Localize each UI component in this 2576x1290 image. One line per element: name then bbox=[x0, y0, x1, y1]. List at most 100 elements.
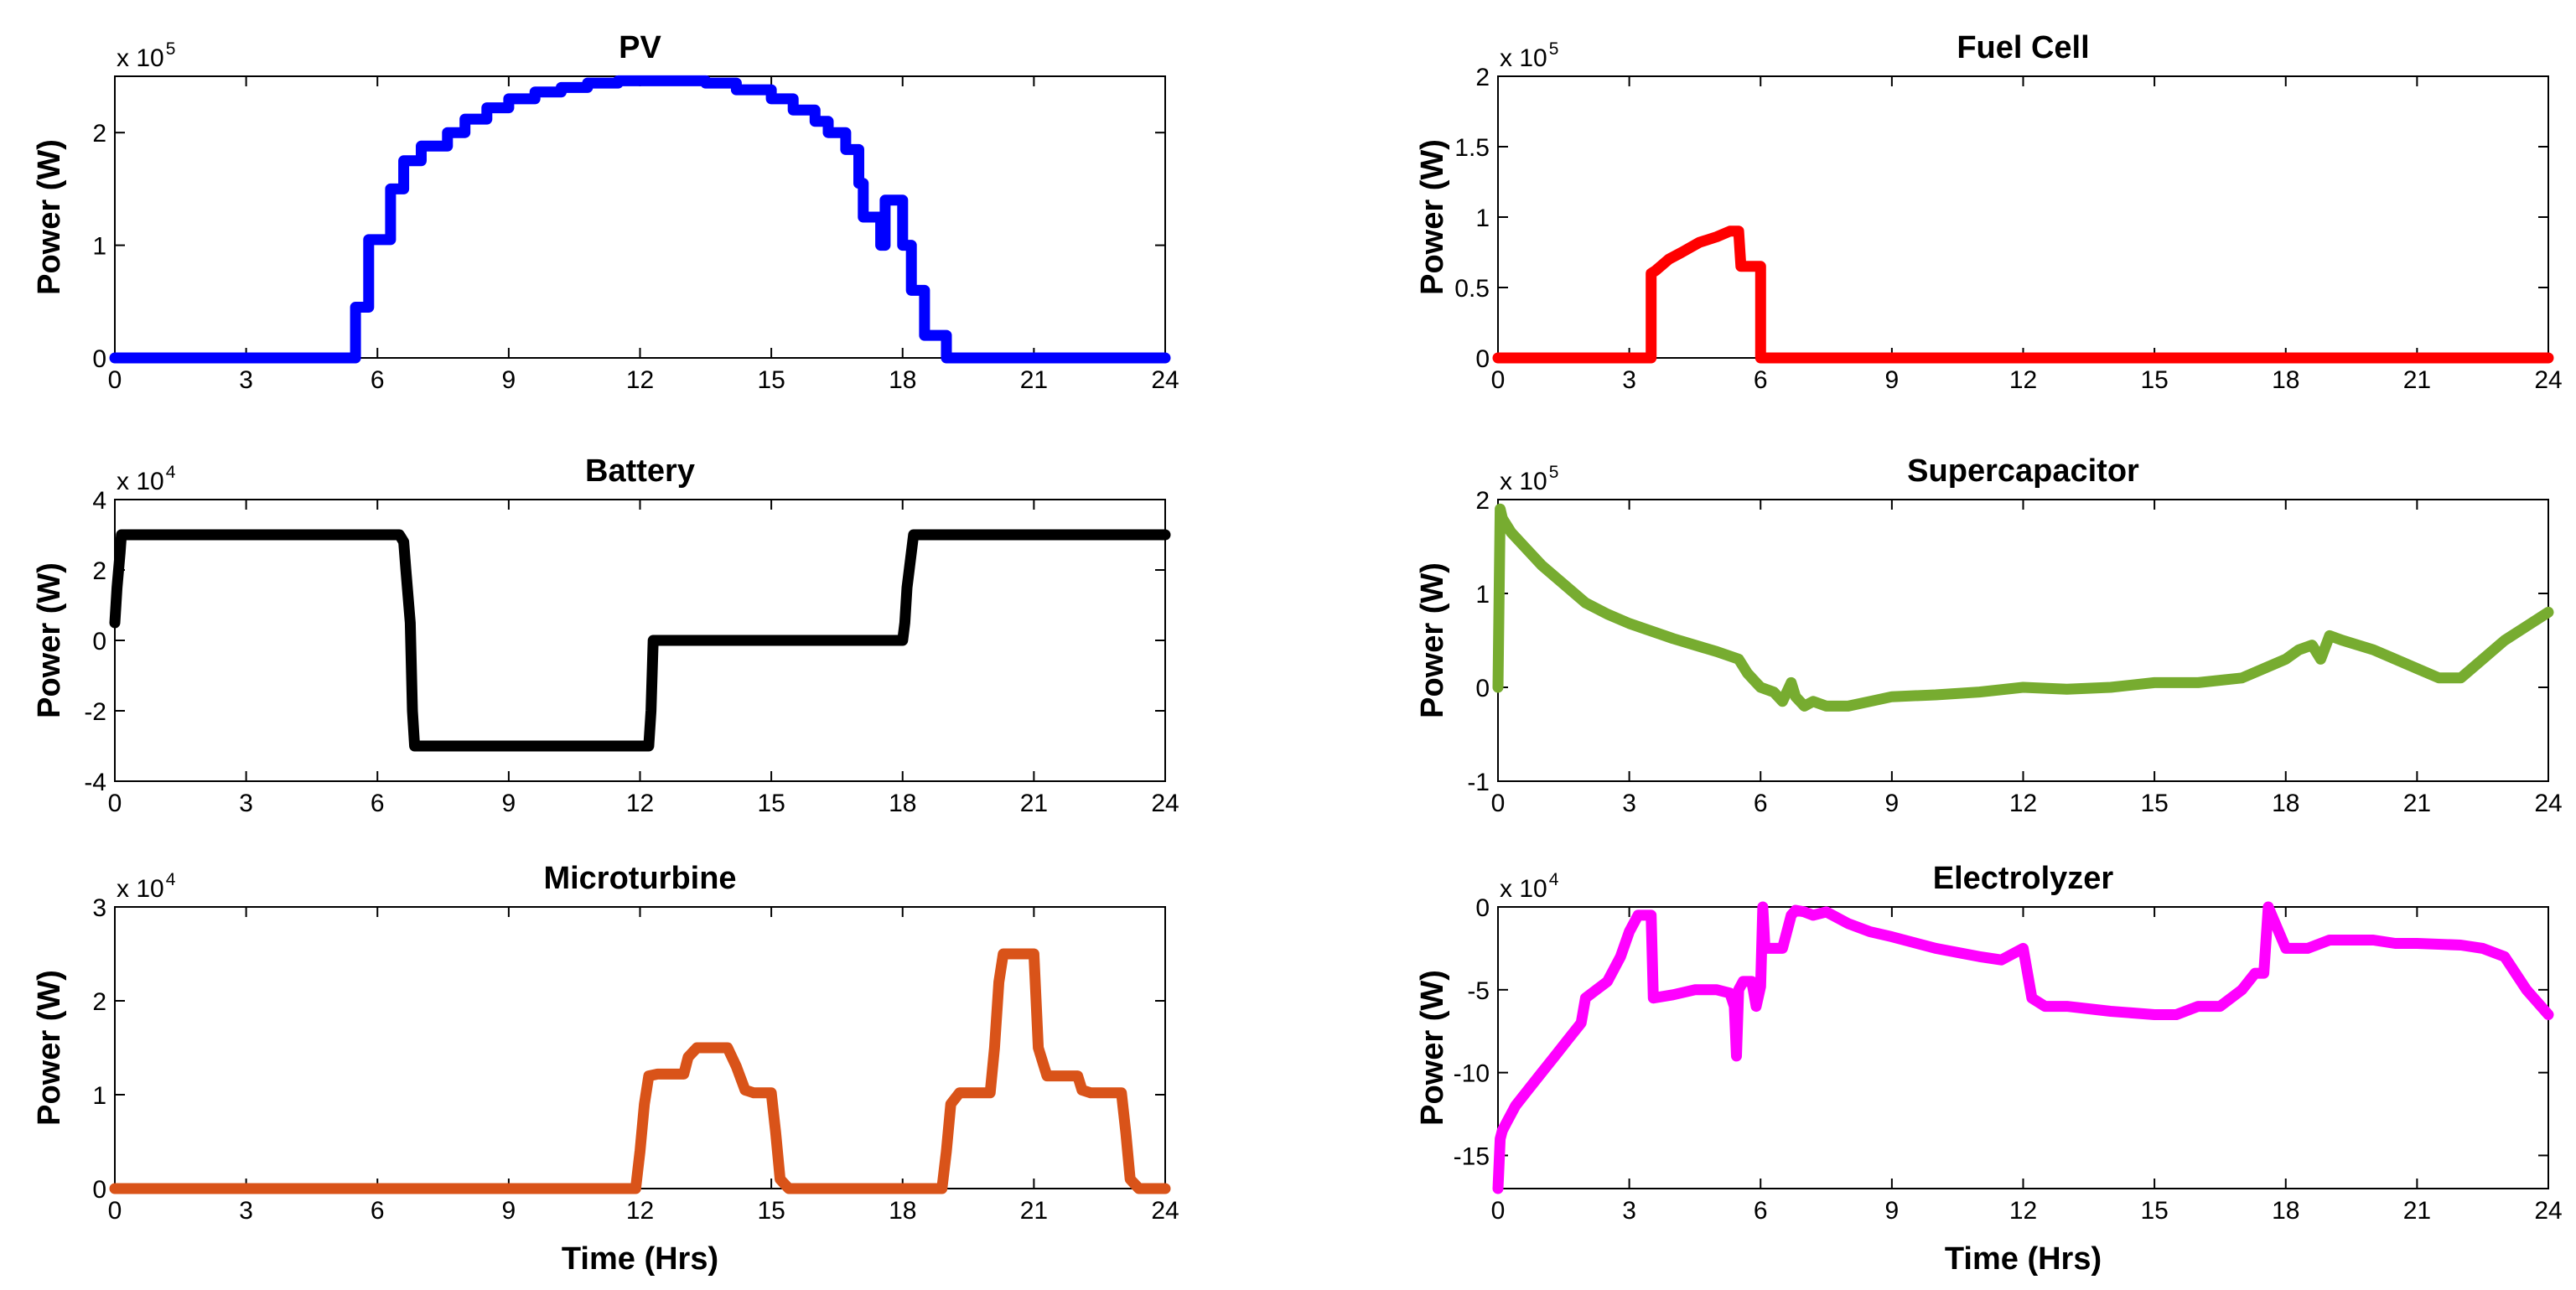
battery-xtick-label: 15 bbox=[757, 790, 785, 817]
supercapacitor-axes bbox=[1497, 499, 2549, 782]
supercapacitor-ytick-label: 2 bbox=[1475, 487, 1490, 515]
electrolyzer-ytick-label: -5 bbox=[1467, 977, 1490, 1005]
electrolyzer-ytick-label: -10 bbox=[1454, 1060, 1490, 1088]
battery-xtick-label: 24 bbox=[1151, 790, 1179, 817]
microturbine-xtick-label: 9 bbox=[502, 1197, 516, 1225]
supercapacitor-series-line bbox=[1492, 503, 2554, 712]
fuel-cell-exponent-label: x 105 bbox=[1500, 39, 1558, 72]
supercapacitor-xtick-label: 15 bbox=[2140, 790, 2168, 817]
pv-ytick-label: 1 bbox=[92, 233, 106, 261]
electrolyzer-xtick-label: 24 bbox=[2534, 1197, 2562, 1225]
battery-xtick-label: 9 bbox=[502, 790, 516, 817]
electrolyzer-title: Electrolyzer bbox=[1933, 861, 2114, 896]
electrolyzer-ytick-label: 0 bbox=[1475, 894, 1490, 922]
supercapacitor-xtick-label: 3 bbox=[1622, 790, 1636, 817]
electrolyzer-xtick-label: 9 bbox=[1885, 1197, 1900, 1225]
supercapacitor-title: Supercapacitor bbox=[1907, 453, 2139, 489]
pv-xtick-label: 18 bbox=[889, 366, 916, 394]
pv-series-line bbox=[109, 75, 1171, 364]
battery-ytick-label: -2 bbox=[84, 698, 106, 726]
electrolyzer-ytick-label: -15 bbox=[1454, 1142, 1490, 1170]
pv-xtick-label: 21 bbox=[1020, 366, 1048, 394]
battery-xtick-label: 0 bbox=[108, 790, 122, 817]
microturbine-xtick-label: 0 bbox=[108, 1197, 122, 1225]
fuel-cell-xtick-label: 21 bbox=[2403, 366, 2431, 394]
pv-xtick-label: 24 bbox=[1151, 366, 1179, 394]
battery-series-line bbox=[109, 529, 1171, 752]
pv-xtick-label: 0 bbox=[108, 366, 122, 394]
pv-title: PV bbox=[619, 30, 661, 65]
fuel-cell-xtick-label: 6 bbox=[1754, 366, 1768, 394]
electrolyzer-xtick-label: 21 bbox=[2403, 1197, 2431, 1225]
supercapacitor-ylabel: Power (W) bbox=[1415, 562, 1450, 718]
supercapacitor-xtick-label: 21 bbox=[2403, 790, 2431, 817]
electrolyzer-series-line bbox=[1492, 901, 2554, 1194]
pv-ytick-label: 2 bbox=[92, 120, 106, 148]
battery-ytick-label: 2 bbox=[92, 557, 106, 585]
supercapacitor-ytick-label: 1 bbox=[1475, 581, 1490, 609]
battery-xtick-label: 6 bbox=[371, 790, 385, 817]
fuel-cell-xtick-label: 12 bbox=[2009, 366, 2037, 394]
supercapacitor-ytick-label: 0 bbox=[1475, 675, 1490, 702]
battery-ytick-label: -4 bbox=[84, 769, 106, 796]
pv-exponent-label: x 105 bbox=[117, 39, 175, 72]
battery-ytick-label: 0 bbox=[92, 628, 106, 655]
supercapacitor-ytick-label: -1 bbox=[1467, 769, 1490, 796]
battery-ylabel: Power (W) bbox=[32, 562, 67, 718]
battery-title: Battery bbox=[585, 453, 695, 489]
fuel-cell-ytick-label: 0.5 bbox=[1454, 275, 1490, 303]
battery-xtick-label: 18 bbox=[889, 790, 916, 817]
fuel-cell-ytick-label: 2 bbox=[1475, 64, 1490, 91]
microturbine-ytick-label: 1 bbox=[92, 1082, 106, 1110]
fuel-cell-xtick-label: 0 bbox=[1491, 366, 1506, 394]
pv-ylabel: Power (W) bbox=[32, 139, 67, 295]
electrolyzer-xtick-label: 3 bbox=[1622, 1197, 1636, 1225]
microturbine-xtick-label: 21 bbox=[1020, 1197, 1048, 1225]
supercapacitor-xtick-label: 12 bbox=[2009, 790, 2037, 817]
battery-xtick-label: 21 bbox=[1020, 790, 1048, 817]
pv-ytick-label: 0 bbox=[92, 345, 106, 373]
electrolyzer-xtick-label: 12 bbox=[2009, 1197, 2037, 1225]
electrolyzer-xtick-label: 18 bbox=[2272, 1197, 2299, 1225]
electrolyzer-chart: Electrolyzer Power (W) Time (Hrs) x 104 0 3 6 9… bbox=[1415, 861, 2563, 1277]
electrolyzer-xlabel: Time (Hrs) bbox=[1945, 1241, 2102, 1277]
microturbine-xtick-label: 12 bbox=[626, 1197, 654, 1225]
microturbine-xlabel: Time (Hrs) bbox=[562, 1241, 718, 1277]
electrolyzer-ylabel: Power (W) bbox=[1415, 970, 1450, 1126]
microturbine-exponent-label: x 104 bbox=[117, 870, 176, 903]
fuel-cell-xtick-label: 3 bbox=[1622, 366, 1636, 394]
microturbine-title: Microturbine bbox=[543, 861, 736, 896]
microturbine-chart: Microturbine Power (W) Time (Hrs) x 104 0 3 6 9… bbox=[32, 861, 1179, 1277]
electrolyzer-xtick-label: 0 bbox=[1491, 1197, 1506, 1225]
microturbine-ytick-label: 0 bbox=[92, 1176, 106, 1204]
pv-xtick-label: 3 bbox=[239, 366, 253, 394]
microturbine-xtick-label: 6 bbox=[371, 1197, 385, 1225]
battery-xtick-label: 12 bbox=[626, 790, 654, 817]
fuel-cell-xtick-label: 18 bbox=[2272, 366, 2299, 394]
fuel-cell-axes bbox=[1497, 75, 2549, 359]
fuel-cell-ytick-label: 1.5 bbox=[1454, 134, 1490, 162]
battery-axes bbox=[114, 499, 1166, 782]
supercapacitor-xtick-label: 0 bbox=[1491, 790, 1506, 817]
microturbine-series-line bbox=[109, 948, 1171, 1194]
microturbine-xtick-label: 15 bbox=[757, 1197, 785, 1225]
pv-axes bbox=[114, 75, 1166, 359]
supercapacitor-xtick-label: 18 bbox=[2272, 790, 2299, 817]
supercapacitor-exponent-label: x 105 bbox=[1500, 463, 1558, 495]
fuel-cell-xtick-label: 15 bbox=[2140, 366, 2168, 394]
fuel-cell-ylabel: Power (W) bbox=[1415, 139, 1450, 295]
pv-xtick-label: 12 bbox=[626, 366, 654, 394]
supercapacitor-xtick-label: 24 bbox=[2534, 790, 2562, 817]
fuel-cell-ytick-label: 1 bbox=[1475, 205, 1490, 232]
fuel-cell-title: Fuel Cell bbox=[1957, 30, 2089, 65]
microturbine-ytick-label: 3 bbox=[92, 894, 106, 922]
electrolyzer-xtick-label: 6 bbox=[1754, 1197, 1768, 1225]
electrolyzer-xtick-label: 15 bbox=[2140, 1197, 2168, 1225]
microturbine-xtick-label: 24 bbox=[1151, 1197, 1179, 1225]
pv-xtick-label: 15 bbox=[757, 366, 785, 394]
battery-exponent-label: x 104 bbox=[117, 463, 176, 495]
